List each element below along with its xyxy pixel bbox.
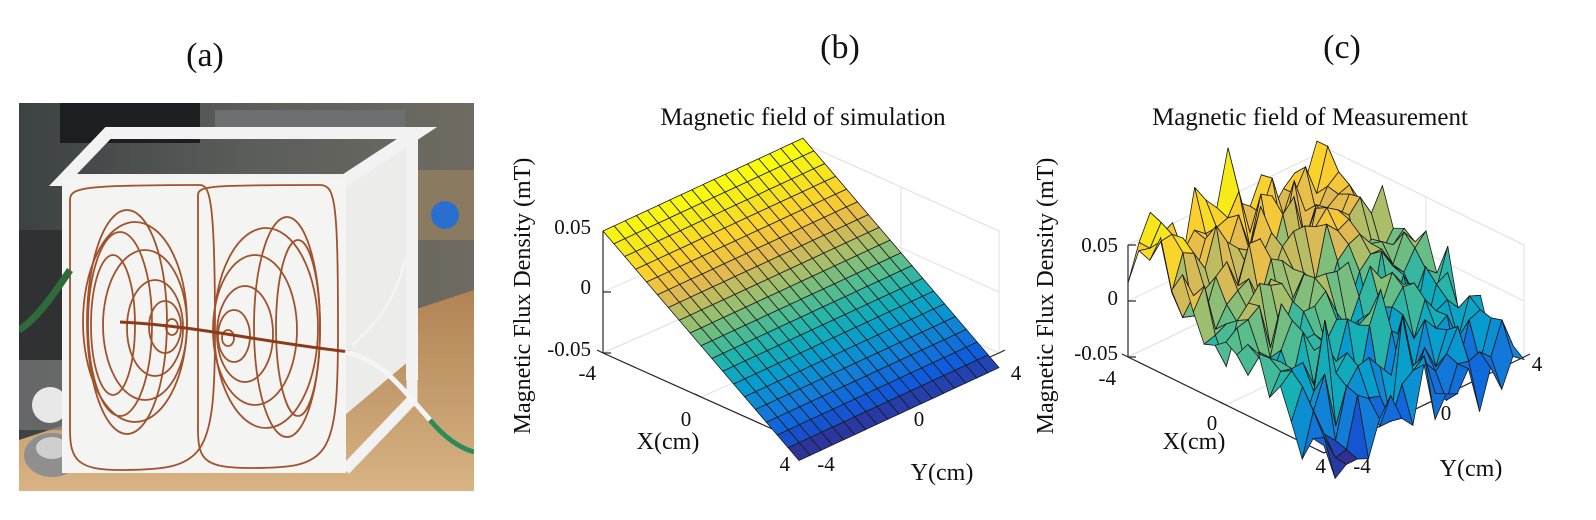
chart-b-ztick-1: 0.05 (554, 215, 591, 239)
simulation-surface-chart: Magnetic field of simulation 0.05 0 -0.0… (510, 104, 1022, 486)
chart-c-xtick-3: 4 (1316, 454, 1327, 478)
chart-b-surface-patch (787, 442, 811, 462)
chart-c-zlabel: Magnetic Flux Density (mT) (1033, 158, 1059, 435)
chart-c-xlabel: X(cm) (1163, 429, 1226, 455)
chart-b-xlabel: X(cm) (637, 429, 700, 455)
chart-b-title: Magnetic field of simulation (660, 104, 946, 131)
coil-apparatus-photo (19, 103, 474, 491)
chart-b-zlabel: Magnetic Flux Density (mT) (510, 158, 536, 435)
panel-label-a: (a) (186, 37, 224, 74)
chart-b-ytick-1: -4 (817, 452, 835, 476)
chart-c-xtick-2: 0 (1207, 411, 1218, 435)
panel-label-c: (c) (1323, 29, 1361, 66)
chart-b-ztick-3: -0.05 (547, 337, 591, 361)
chart-c-ztick-1: 0.05 (1081, 233, 1118, 257)
chart-b-xtick-1: -4 (579, 361, 597, 385)
chart-b-surface (602, 137, 1000, 462)
chart-c-ylabel: Y(cm) (1440, 456, 1503, 482)
chart-c-ytick-1: -4 (1353, 454, 1371, 478)
chart-b-ytick-2: 0 (914, 407, 925, 431)
chart-b-xtick-2: 0 (681, 407, 692, 431)
chart-c-ztick-2: 0 (1108, 286, 1119, 310)
chart-c-ytick-2: 0 (1441, 401, 1452, 425)
chart-c-ztick-3: -0.05 (1074, 341, 1118, 365)
chart-c-surface (1127, 140, 1526, 480)
chart-b-xtick-3: 4 (780, 452, 791, 476)
chart-c-surface-patch (1311, 437, 1336, 479)
chart-b-ztick-2: 0 (581, 275, 592, 299)
chart-c-xtick-1: -4 (1099, 366, 1117, 390)
chart-c-ytick-3: 4 (1532, 352, 1543, 376)
panel-label-b: (b) (820, 29, 860, 66)
chart-b-ylabel: Y(cm) (911, 460, 974, 486)
measurement-surface-chart: Magnetic field of Measurement 0.05 0 -0.… (1033, 104, 1543, 482)
chart-c-title: Magnetic field of Measurement (1152, 104, 1468, 131)
chart-b-ytick-3: 4 (1011, 361, 1022, 385)
